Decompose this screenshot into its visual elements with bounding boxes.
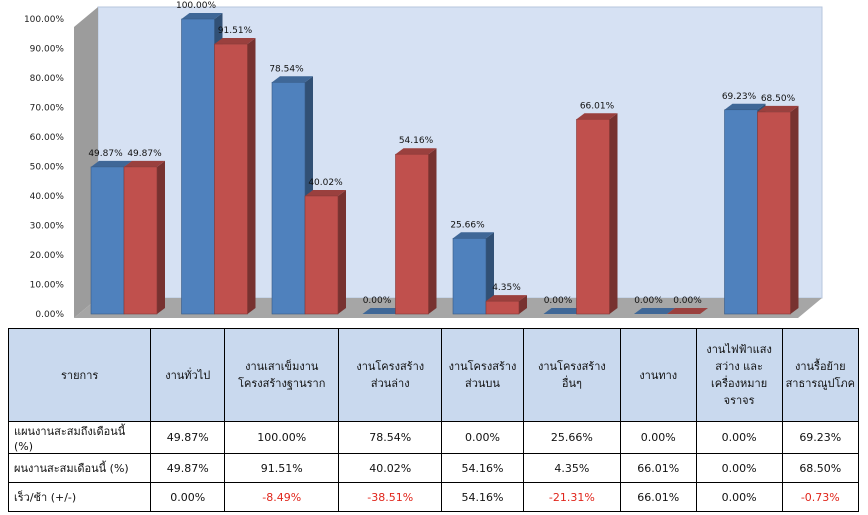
table-cell: -0.73% [781,482,860,512]
table-cell: 68.50% [781,453,860,483]
y-axis-ticks: 0.00% 10.00% 20.00% 30.00% 40.00% 50.00% 60.00… [24,15,64,320]
y-tick-label: 70.00% [30,104,65,114]
table-cell: 69.23% [781,421,860,454]
data-label-plan-4: 25.66% [450,220,485,230]
table-cell: 0.00% [441,421,524,454]
row-label: เร็ว/ช้า (+/-) [7,482,152,512]
chart-floor [74,298,822,318]
bar-series-group [90,13,799,315]
y-tick-label: 60.00% [30,133,65,143]
table-row: แผนงานสะสมถึงเดือนนี้ (%) 49.87% 100.00% 78… [7,421,860,454]
data-label-plan-2: 78.54% [269,64,304,74]
data-label-actual-1: 91.51% [218,26,253,36]
table-cell: 4.35% [522,453,621,483]
data-label-plan-7: 69.23% [722,92,757,102]
table-cell: 0.00% [695,482,783,512]
table-cell: 78.54% [338,421,443,454]
table-cell: 66.01% [619,453,697,483]
table-cell: 40.02% [338,453,443,483]
data-label-actual-7: 68.50% [761,94,796,104]
header-col-other-structures: งานโครงสร้าง อื่นๆ [522,328,621,422]
y-tick-label: 30.00% [30,222,65,232]
bar-actual-0 [123,160,165,315]
header-col-road: งานทาง [619,328,697,422]
table-cell: 91.51% [224,453,340,483]
table-cell: -21.31% [522,482,621,512]
data-label-actual-6: 0.00% [673,296,702,306]
table-cell: 49.87% [150,453,226,483]
header-row-label: รายการ [7,328,152,422]
header-col-utilities: งานรื้อย้าย สาธารณูปโภค [781,328,860,422]
table-cell: 54.16% [441,453,524,483]
y-tick-label: 90.00% [30,45,65,55]
y-tick-label: 80.00% [30,74,65,84]
row-label: แผนงานสะสมถึงเดือนนี้ (%) [7,421,152,454]
bar-plan-3 [362,308,404,314]
y-tick-label: 40.00% [30,192,65,202]
bar-actual-7 [757,105,799,315]
header-col-piles-foundation: งานเสาเข็มงาน โครงสร้างฐานราก [224,328,340,422]
table-cell: 0.00% [695,421,783,454]
table-cell: 100.00% [224,421,340,454]
data-label-actual-3: 54.16% [399,136,434,146]
table-row: ผนงานสะสมเดือนนี้ (%) 49.87% 91.51% 40.02% 5… [7,453,860,483]
table-cell: 66.01% [619,482,697,512]
y-tick-label: 10.00% [30,281,65,291]
table-cell: 49.87% [150,421,226,454]
data-table: รายการ งานทั่วไป งานเสาเข็มงาน โครงสร้างฐ… [7,328,860,512]
data-label-plan-0: 49.87% [88,149,123,159]
table-cell: 54.16% [441,482,524,512]
bar-plan-6 [634,308,675,314]
bar-actual-3 [395,148,437,315]
data-label-plan-1: 100.00% [176,1,216,11]
y-tick-label: 20.00% [30,251,65,261]
header-col-substructure: งานโครงสร้าง ส่วนล่าง [338,328,443,422]
row-label: ผนงานสะสมเดือนนี้ (%) [7,453,152,483]
header-col-lighting-traffic: งานไฟฟ้าแสง สว่าง และ เครื่องหมาย จราจร [695,328,783,422]
table-row: เร็ว/ช้า (+/-) 0.00% -8.49% -38.51% 54.16% -2… [7,482,860,512]
table-header-row: รายการ งานทั่วไป งานเสาเข็มงาน โครงสร้างฐ… [7,328,860,422]
table-cell: -38.51% [338,482,443,512]
table-cell: 25.66% [522,421,621,454]
data-label-actual-4: 4.35% [492,283,521,293]
bar-plan-5 [543,308,585,314]
data-label-plan-3: 0.00% [363,296,392,306]
y-tick-label: 0.00% [35,310,64,320]
bar-actual-1 [214,38,256,315]
data-label-plan-5: 0.00% [544,296,573,306]
bar-chart: 0.00% 10.00% 20.00% 30.00% 40.00% 50.00% 60.00… [24,1,823,320]
table-cell: 0.00% [619,421,697,454]
bar-plan-4 [452,232,494,315]
data-label-actual-5: 66.01% [580,101,615,111]
bar-actual-5 [576,113,618,315]
header-col-general: งานทั่วไป [150,328,226,422]
data-labels-group: 49.87% 49.87% 100.00% 91.51% 78.54% 40.02% 0.0… [88,1,795,306]
header-col-superstructure: งานโครงสร้าง ส่วนบน [441,328,524,422]
data-label-plan-6: 0.00% [634,296,663,306]
table-cell: 0.00% [150,482,226,512]
data-label-actual-2: 40.02% [308,178,343,188]
y-tick-label: 100.00% [24,15,64,25]
table-cell: 0.00% [695,453,783,483]
data-label-actual-0: 49.87% [127,149,162,159]
bar-actual-6 [667,308,708,314]
y-tick-label: 50.00% [30,163,65,173]
bar-actual-4 [485,295,527,315]
bar-actual-2 [304,189,346,315]
table-cell: -8.49% [224,482,340,512]
table-body: แผนงานสะสมถึงเดือนนี้ (%) 49.87% 100.00% 78… [7,421,860,512]
